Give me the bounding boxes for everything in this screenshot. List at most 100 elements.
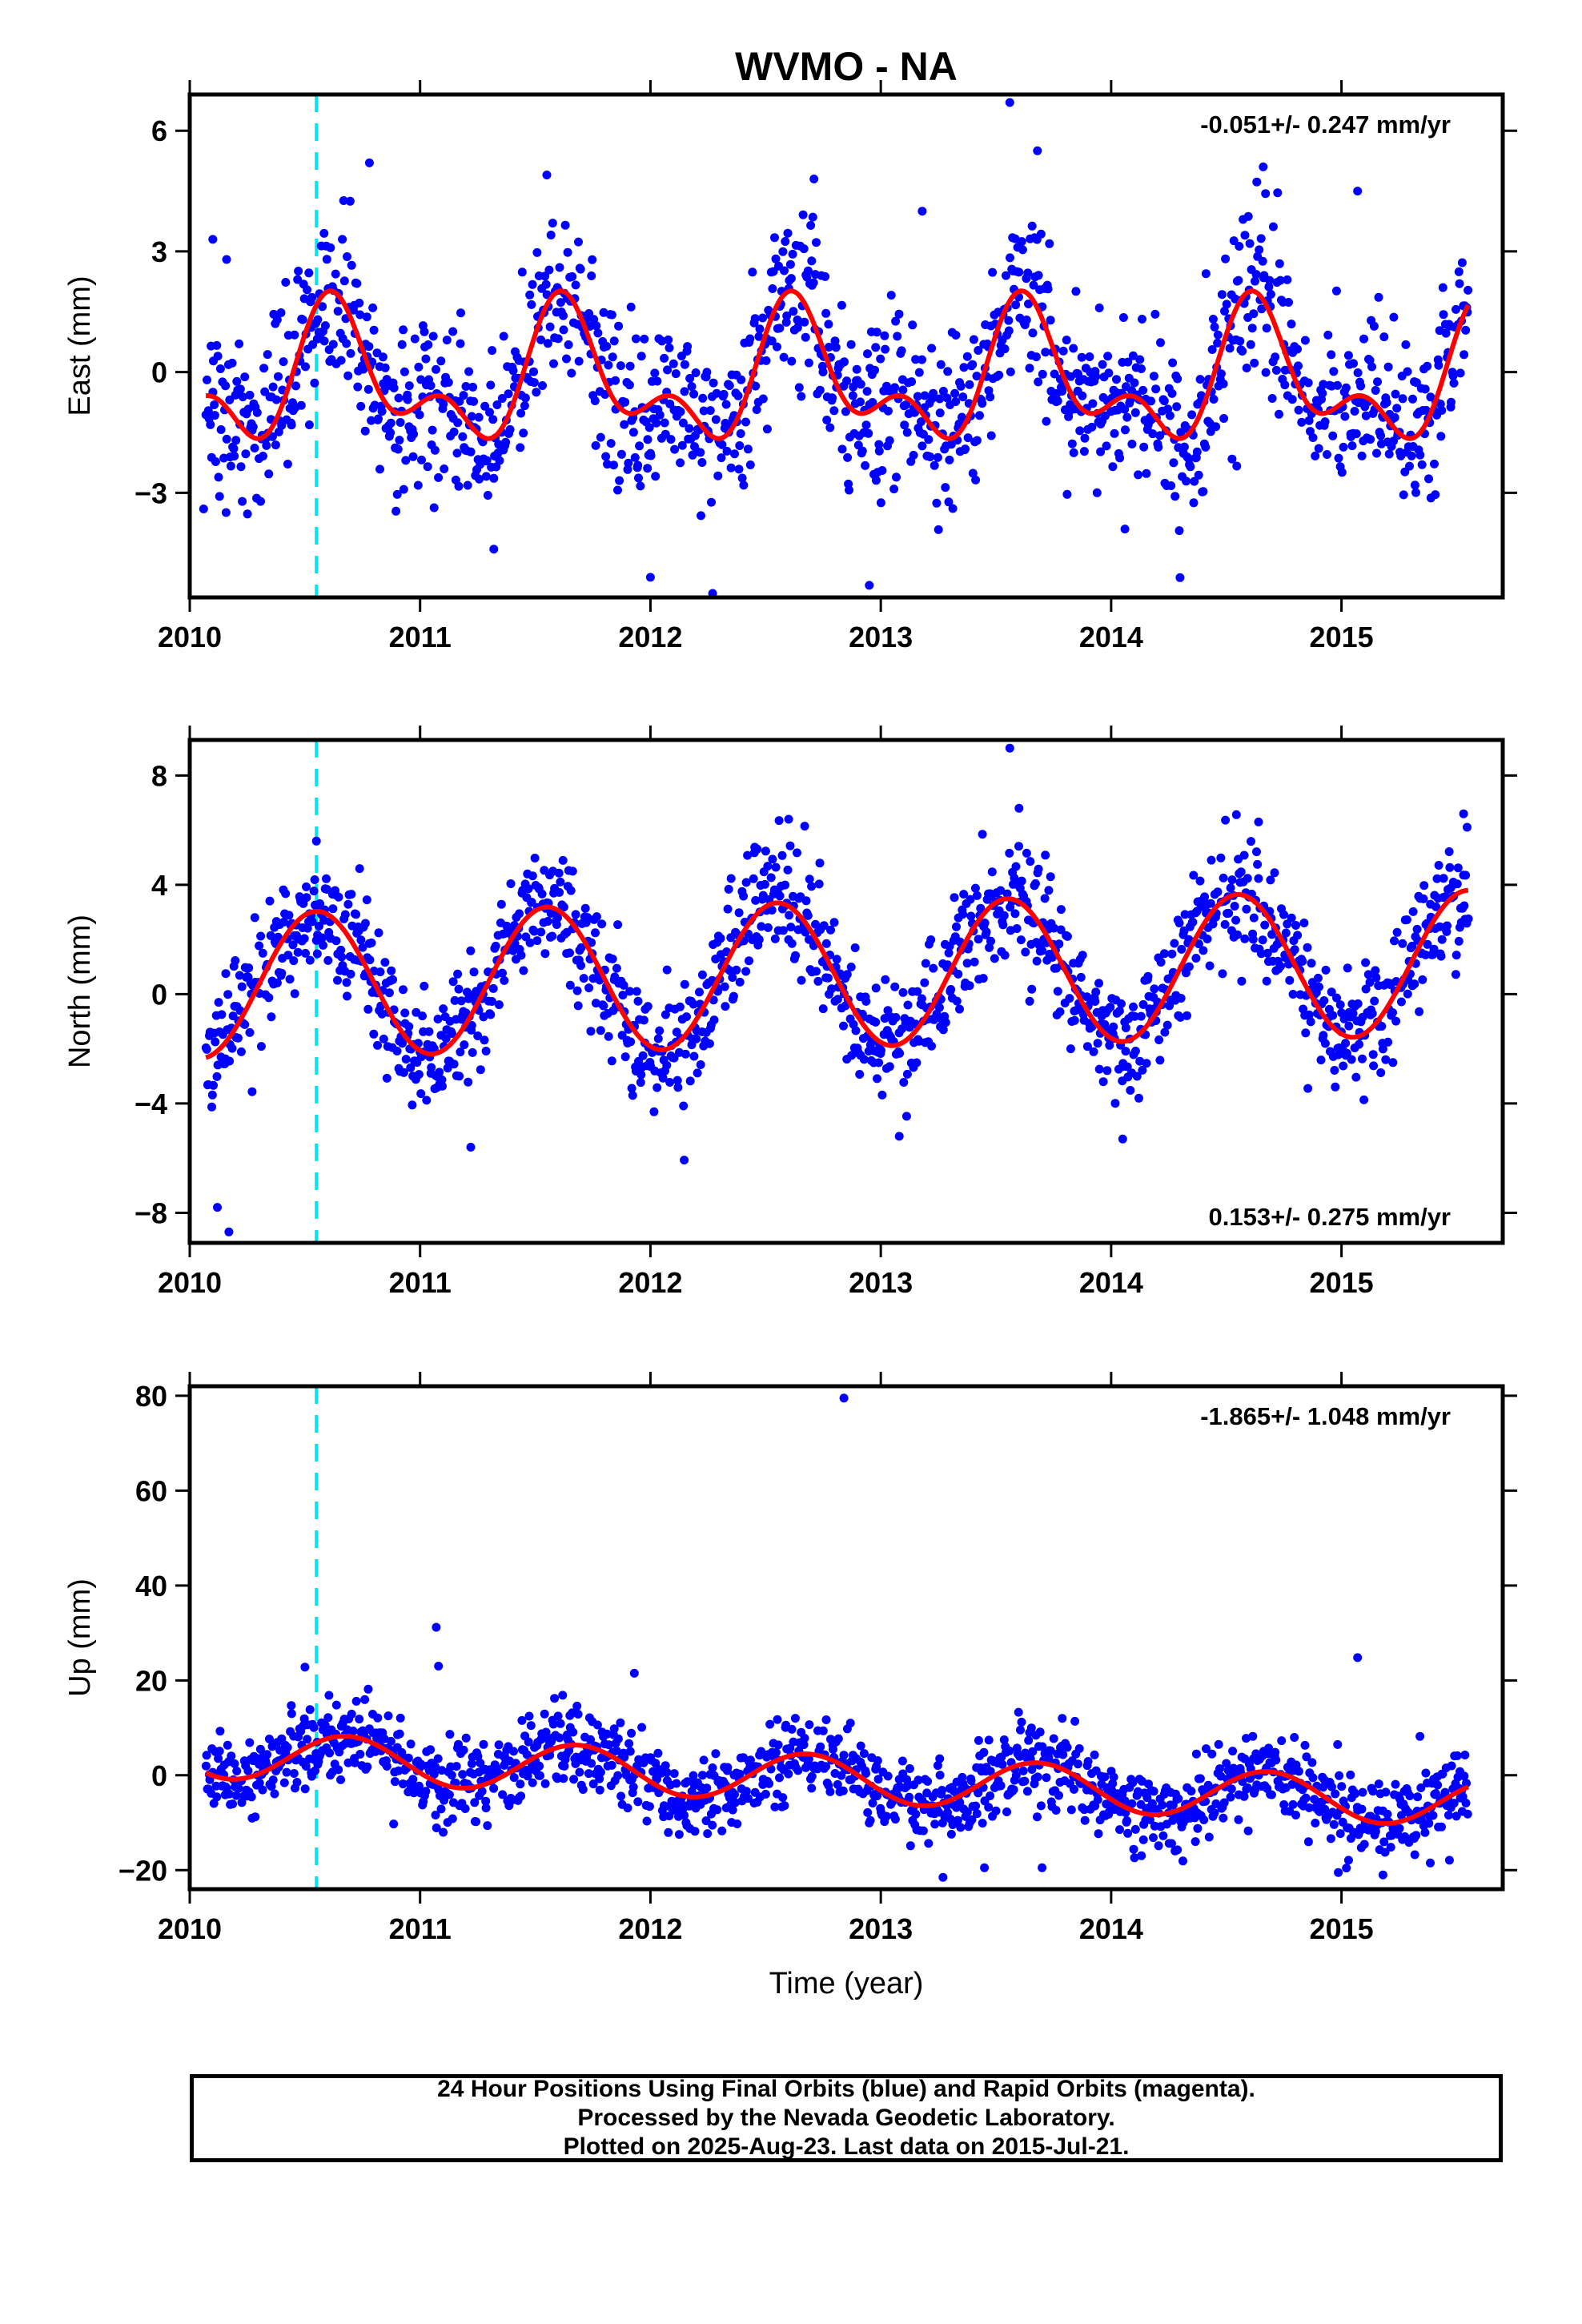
data-point [433,1754,443,1763]
data-point [467,1021,476,1030]
outlier-point [1005,98,1014,107]
data-point [576,264,585,274]
data-point [856,1741,865,1751]
data-point [745,334,755,344]
data-point [343,252,351,261]
data-point [909,450,918,460]
data-point [1388,1058,1398,1068]
data-point [1460,1751,1470,1759]
data-point [1158,1831,1168,1840]
data-point [386,428,396,437]
data-point [463,480,472,490]
data-point [768,284,777,293]
data-point [1253,859,1263,869]
data-point [745,460,755,469]
data-point [1207,345,1217,354]
data-point [1421,1768,1431,1778]
data-point [1463,1809,1472,1819]
data-point [460,1040,469,1050]
data-point [613,1734,623,1743]
data-point [544,265,554,275]
data-point [1058,1750,1068,1759]
data-point [482,456,492,465]
data-point [481,1796,491,1806]
data-point [1441,328,1451,338]
data-point [696,448,705,457]
data-point [1192,447,1202,456]
data-point [1313,973,1323,983]
data-point [762,424,772,434]
data-point [555,1733,564,1743]
data-point [221,508,231,517]
data-point [1411,488,1420,497]
data-point [287,1709,296,1719]
data-point [1293,931,1303,940]
data-point [745,1755,755,1765]
data-point [1395,1823,1404,1833]
data-point [1258,256,1267,266]
data-point [637,1723,647,1732]
data-point [1024,1735,1034,1745]
data-point [801,896,811,906]
data-point [440,464,449,473]
data-point [773,1740,783,1750]
data-point [1058,346,1068,356]
data-point [382,1073,391,1083]
data-point [283,1743,292,1752]
data-point [716,934,725,943]
data-point [1242,1734,1251,1743]
data-point [1311,451,1320,460]
data-point [971,1801,981,1811]
data-point [458,1770,468,1779]
data-point [300,1784,310,1794]
data-point [1337,1782,1347,1791]
data-point [784,1769,793,1779]
data-point [221,969,231,979]
data-point [1227,454,1237,464]
data-point [283,460,292,468]
data-point [818,1004,828,1014]
data-point [301,948,310,958]
data-point [631,334,640,344]
data-point [304,420,314,429]
data-point [265,896,275,906]
data-point [972,1809,982,1819]
data-point [1002,1807,1011,1816]
data-point [765,1779,774,1788]
data-point [210,400,219,409]
data-point [799,1740,809,1750]
data-point [517,267,527,277]
data-point [1299,919,1309,927]
data-point [975,411,984,420]
data-point [1275,409,1283,419]
data-point [1174,919,1184,928]
data-point [1010,873,1019,883]
data-point [1216,853,1226,862]
data-point [1094,304,1104,312]
data-point [1280,380,1290,390]
data-point [779,352,789,362]
data-point [676,458,685,468]
data-point [319,228,329,238]
data-point [315,899,324,908]
data-point [874,446,884,456]
data-point [1412,924,1422,934]
data-point [1025,996,1034,1006]
data-point [1195,375,1205,384]
data-point [1070,1716,1080,1726]
data-point [842,970,852,979]
data-point [846,340,856,349]
data-point [211,457,220,466]
data-point [1410,979,1419,989]
data-point [1271,1755,1281,1765]
data-point [709,1015,719,1025]
data-point [1437,935,1447,944]
data-point [1127,440,1137,448]
data-point [359,364,368,374]
data-point [307,917,317,927]
data-point [914,368,924,377]
data-point [1301,1793,1311,1803]
data-point [395,436,404,445]
data-point [1004,326,1014,336]
data-point [1335,1829,1345,1839]
